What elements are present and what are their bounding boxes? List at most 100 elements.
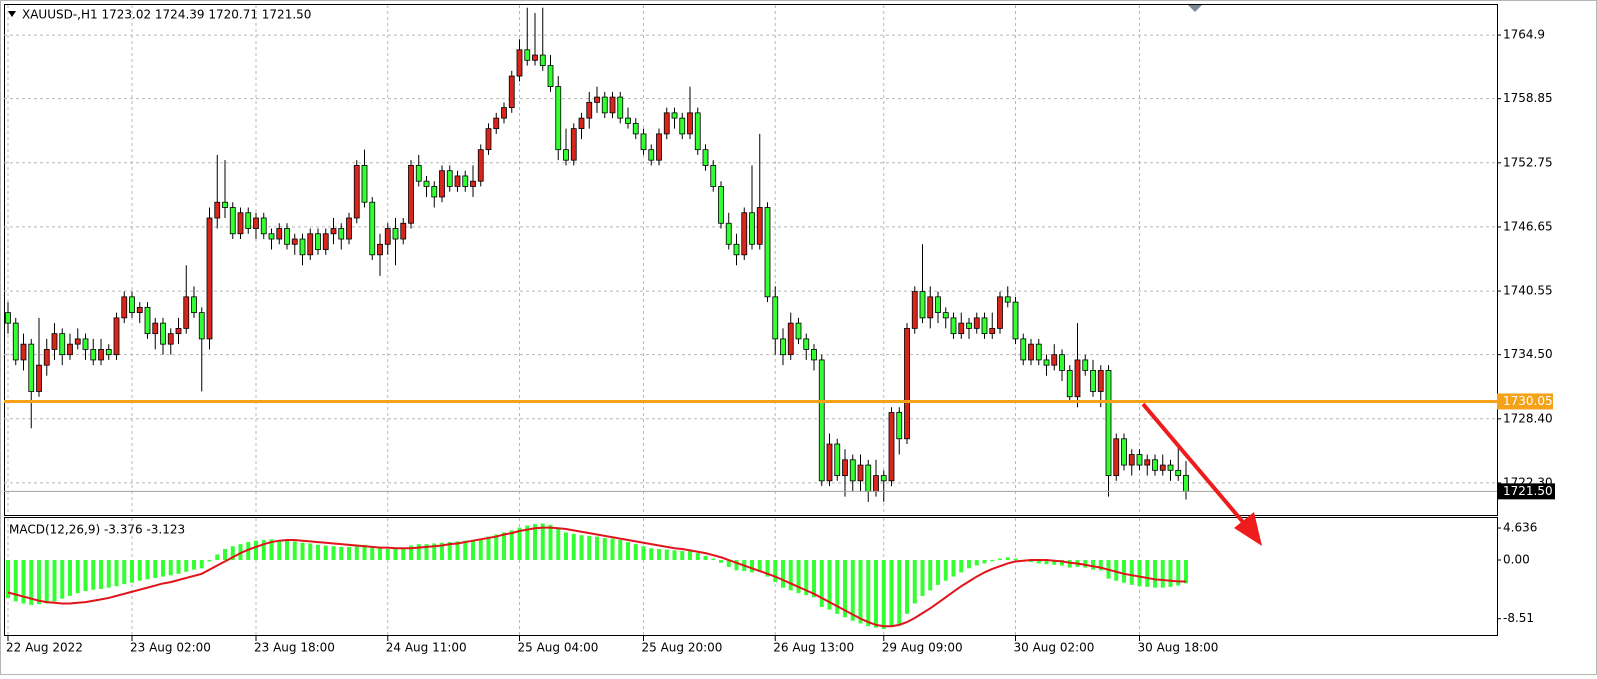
histogram-bar (928, 560, 933, 591)
candle-body (1159, 464, 1166, 471)
histogram-bar (145, 560, 150, 580)
candle-body (834, 443, 841, 476)
candle-body (857, 464, 864, 482)
histogram-bar (703, 555, 708, 561)
y-tick-label: 0.00 (1503, 553, 1530, 567)
candle-body (547, 65, 554, 87)
candle-body (733, 243, 740, 256)
candle-body (539, 54, 546, 66)
histogram-bar (912, 560, 917, 604)
candle-body (1128, 454, 1135, 466)
candle-body (183, 296, 190, 329)
candle-body (601, 96, 608, 114)
histogram-bar (1036, 560, 1041, 564)
x-tick-label: 22 Aug 2022 (6, 641, 83, 655)
histogram-bar (455, 541, 460, 561)
candle-body (702, 149, 709, 166)
candle-body (671, 112, 678, 119)
candle-body (942, 312, 949, 319)
candle-body (1035, 343, 1042, 361)
candle-body (532, 54, 538, 61)
candle-body (842, 459, 848, 476)
candle-body (415, 165, 422, 182)
candle-body (477, 149, 484, 182)
histogram-bar (378, 548, 382, 561)
candle-body (772, 296, 779, 340)
x-tick-label: 29 Aug 09:00 (882, 641, 963, 655)
candle-body (997, 296, 1003, 329)
candle-body (911, 291, 918, 329)
candle-body (5, 312, 11, 324)
candle-body (865, 464, 872, 492)
candle-body (749, 212, 755, 245)
histogram-bar (1044, 560, 1049, 565)
histogram-bar (897, 560, 902, 625)
candle-body (570, 128, 577, 161)
candle-body (82, 338, 89, 350)
candle-body (330, 228, 337, 235)
histogram-bar (796, 560, 801, 594)
macd-title: MACD(12,26,9) -3.376 -3.123 (9, 523, 185, 537)
histogram-bar (695, 553, 700, 561)
histogram-bar (130, 560, 134, 583)
candle-body (958, 322, 965, 335)
histogram-bar (858, 560, 863, 624)
candle-body (493, 117, 500, 130)
histogram-bar (1114, 560, 1119, 581)
candle-body (485, 128, 492, 151)
price-panel (4, 4, 1498, 516)
histogram-bar (533, 524, 537, 561)
histogram-bar (223, 548, 227, 561)
candle-body (725, 222, 732, 245)
histogram-bar (843, 560, 847, 618)
candle-body (361, 165, 368, 203)
histogram-bar (207, 560, 212, 562)
candle-body (384, 228, 391, 245)
candle-body (1167, 464, 1174, 471)
histogram-bar (757, 560, 762, 572)
histogram-bar (347, 546, 351, 561)
histogram-bar (215, 554, 220, 561)
histogram-bar (1091, 560, 1095, 570)
candle-body (322, 233, 329, 250)
candle-body (780, 338, 786, 356)
histogram-bar (1083, 560, 1088, 568)
candle-body (1082, 359, 1089, 371)
candle-body (28, 343, 35, 392)
histogram-bar (990, 560, 995, 562)
histogram-bar (750, 560, 754, 573)
histogram-bar (540, 523, 545, 561)
y-tick-label: 4.636 (1503, 521, 1537, 535)
histogram-bar (517, 527, 522, 561)
candle-body (694, 112, 701, 151)
candle-body (648, 149, 655, 161)
y-tick-label: 1746.65 (1503, 219, 1553, 233)
y-tick-label: 1758.85 (1503, 91, 1553, 105)
histogram-bar (951, 560, 956, 577)
histogram-bar (323, 545, 328, 561)
candle-body (74, 338, 81, 345)
candle-body (268, 233, 275, 240)
x-tick-label: 26 Aug 13:00 (773, 641, 854, 655)
candle-body (919, 291, 926, 319)
histogram-bar (672, 550, 677, 561)
candle-body (888, 412, 895, 482)
candle-body (1090, 370, 1096, 392)
x-tick-label: 25 Aug 20:00 (642, 641, 723, 655)
candle-body (795, 322, 802, 340)
candle-body (113, 317, 120, 356)
histogram-bar (610, 538, 615, 561)
candle-body (501, 107, 507, 119)
menu-triangle[interactable] (8, 11, 16, 17)
histogram-bar (967, 560, 971, 569)
histogram-bar (1129, 560, 1134, 585)
histogram-bar (471, 540, 475, 561)
y-tick-label: -8.51 (1503, 611, 1534, 625)
histogram-bar (1168, 560, 1173, 587)
candle-body (214, 201, 221, 219)
histogram-bar (75, 560, 80, 594)
candle-body (826, 443, 833, 482)
candle-body (237, 212, 244, 235)
trend-arrow (1141, 402, 1262, 546)
arrow-shaft (1141, 402, 1250, 530)
